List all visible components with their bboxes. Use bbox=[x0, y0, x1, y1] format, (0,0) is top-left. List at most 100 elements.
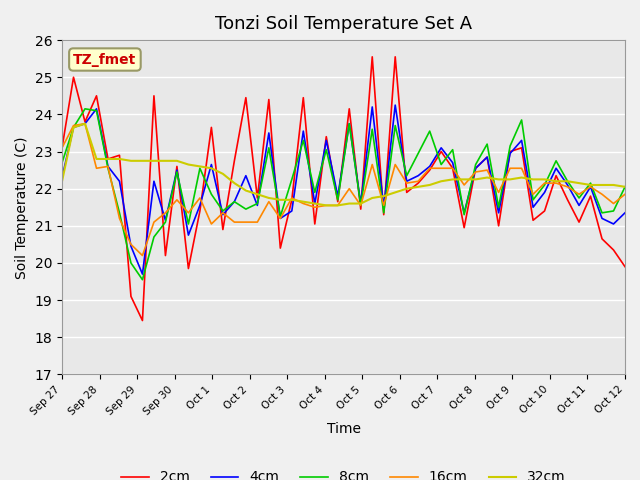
8cm bbox=[403, 173, 410, 179]
4cm bbox=[184, 232, 192, 238]
Title: Tonzi Soil Temperature Set A: Tonzi Soil Temperature Set A bbox=[215, 15, 472, 33]
8cm bbox=[587, 180, 595, 186]
8cm bbox=[242, 206, 250, 212]
Text: TZ_fmet: TZ_fmet bbox=[74, 52, 136, 67]
8cm bbox=[104, 166, 112, 171]
8cm bbox=[311, 190, 319, 195]
2cm bbox=[587, 193, 595, 199]
4cm bbox=[127, 243, 135, 249]
2cm bbox=[311, 221, 319, 227]
32cm bbox=[139, 158, 147, 164]
32cm bbox=[587, 182, 595, 188]
4cm bbox=[598, 216, 606, 221]
2cm bbox=[104, 156, 112, 162]
16cm bbox=[369, 162, 376, 168]
16cm bbox=[437, 166, 445, 171]
Legend: 2cm, 4cm, 8cm, 16cm, 32cm: 2cm, 4cm, 8cm, 16cm, 32cm bbox=[115, 465, 572, 480]
8cm bbox=[139, 277, 147, 283]
4cm bbox=[552, 166, 560, 171]
4cm bbox=[621, 210, 629, 216]
2cm bbox=[518, 145, 525, 151]
16cm bbox=[288, 195, 296, 201]
8cm bbox=[173, 169, 180, 175]
32cm bbox=[357, 201, 365, 206]
4cm bbox=[369, 104, 376, 110]
32cm bbox=[311, 201, 319, 206]
32cm bbox=[265, 195, 273, 201]
Y-axis label: Soil Temperature (C): Soil Temperature (C) bbox=[15, 136, 29, 278]
8cm bbox=[116, 210, 124, 216]
16cm bbox=[518, 166, 525, 171]
4cm bbox=[207, 162, 215, 168]
16cm bbox=[598, 192, 606, 197]
32cm bbox=[575, 180, 583, 186]
4cm bbox=[414, 173, 422, 179]
Line: 16cm: 16cm bbox=[62, 124, 625, 255]
4cm bbox=[265, 130, 273, 136]
2cm bbox=[380, 212, 388, 217]
8cm bbox=[472, 162, 479, 168]
16cm bbox=[460, 182, 468, 188]
4cm bbox=[346, 121, 353, 127]
8cm bbox=[437, 162, 445, 168]
8cm bbox=[518, 117, 525, 123]
8cm bbox=[610, 208, 618, 214]
Line: 4cm: 4cm bbox=[62, 105, 625, 274]
16cm bbox=[483, 167, 491, 173]
32cm bbox=[380, 193, 388, 199]
4cm bbox=[219, 212, 227, 217]
2cm bbox=[173, 164, 180, 169]
16cm bbox=[541, 180, 548, 186]
4cm bbox=[357, 201, 365, 206]
32cm bbox=[598, 182, 606, 188]
4cm bbox=[150, 179, 158, 184]
8cm bbox=[552, 158, 560, 164]
4cm bbox=[81, 121, 89, 127]
2cm bbox=[288, 197, 296, 203]
8cm bbox=[449, 147, 456, 153]
4cm bbox=[529, 204, 537, 210]
16cm bbox=[506, 166, 514, 171]
8cm bbox=[323, 147, 330, 153]
8cm bbox=[288, 177, 296, 182]
8cm bbox=[207, 192, 215, 197]
16cm bbox=[392, 162, 399, 168]
2cm bbox=[369, 54, 376, 60]
32cm bbox=[207, 166, 215, 171]
4cm bbox=[311, 201, 319, 206]
16cm bbox=[161, 210, 169, 216]
2cm bbox=[150, 93, 158, 99]
2cm bbox=[300, 95, 307, 101]
2cm bbox=[70, 74, 77, 80]
8cm bbox=[81, 106, 89, 112]
4cm bbox=[483, 154, 491, 160]
32cm bbox=[610, 182, 618, 188]
2cm bbox=[575, 219, 583, 225]
16cm bbox=[81, 121, 89, 127]
8cm bbox=[276, 214, 284, 219]
2cm bbox=[253, 195, 261, 201]
32cm bbox=[506, 177, 514, 182]
16cm bbox=[587, 184, 595, 190]
2cm bbox=[414, 180, 422, 186]
16cm bbox=[564, 184, 572, 190]
32cm bbox=[104, 156, 112, 162]
Line: 32cm: 32cm bbox=[62, 124, 625, 205]
2cm bbox=[541, 208, 548, 214]
16cm bbox=[621, 192, 629, 197]
32cm bbox=[426, 182, 433, 188]
16cm bbox=[116, 216, 124, 221]
16cm bbox=[173, 197, 180, 203]
32cm bbox=[288, 197, 296, 203]
32cm bbox=[346, 201, 353, 206]
4cm bbox=[139, 271, 147, 277]
4cm bbox=[506, 151, 514, 156]
32cm bbox=[483, 175, 491, 180]
2cm bbox=[139, 318, 147, 324]
16cm bbox=[150, 219, 158, 225]
32cm bbox=[253, 192, 261, 197]
8cm bbox=[334, 197, 342, 203]
2cm bbox=[460, 225, 468, 230]
8cm bbox=[529, 197, 537, 203]
4cm bbox=[392, 102, 399, 108]
